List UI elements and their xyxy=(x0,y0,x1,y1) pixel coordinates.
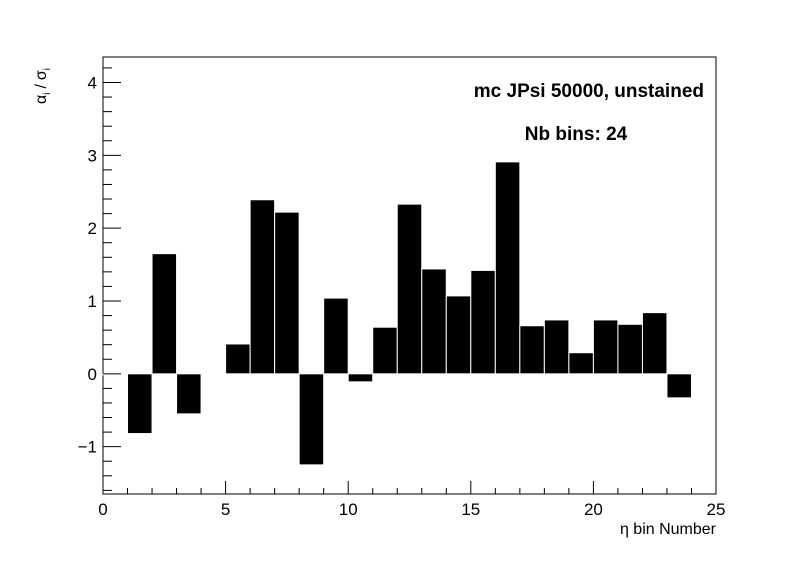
x-tick-label: 10 xyxy=(339,500,358,519)
bar-bin-13 xyxy=(421,268,447,375)
y-axis-label: αi/σi xyxy=(33,68,53,104)
x-axis-label: η bin Number xyxy=(620,521,717,538)
bar-bin-9 xyxy=(323,297,349,375)
x-tick-label: 15 xyxy=(461,500,480,519)
y-tick-label: 1 xyxy=(88,292,97,311)
x-tick-label: 5 xyxy=(221,500,230,519)
bar-bin-22 xyxy=(641,312,668,375)
bar-bin-8 xyxy=(298,373,325,466)
bar-bin-7 xyxy=(274,211,300,375)
y-tick-label: 0 xyxy=(88,365,97,384)
bar-bin-1 xyxy=(127,373,153,435)
bar-bin-12 xyxy=(396,203,423,375)
bar-bin-5 xyxy=(225,343,251,375)
ticks-layer: 0 5 10 15 20 25 −1 0 1 2 3 4 xyxy=(78,67,726,519)
y-label-alpha-sub: i xyxy=(42,93,53,95)
chart-annotation-title: mc JPsi 50000, unstained xyxy=(474,81,704,102)
bars-layer xyxy=(102,161,692,466)
chart-annotation-bins: Nb bins: 24 xyxy=(525,124,628,145)
y-tick-label: −1 xyxy=(78,438,97,457)
x-tick-label: 20 xyxy=(584,500,603,519)
y-label-sigma: σ xyxy=(33,70,50,80)
bar-bin-10 xyxy=(347,373,374,383)
x-tick-label: 25 xyxy=(707,500,726,519)
bar-bin-21 xyxy=(617,323,643,375)
y-label-slash: / xyxy=(33,84,50,89)
bar-bin-2 xyxy=(151,253,178,375)
y-label-sigma-sub: i xyxy=(42,68,53,70)
y-tick-label: 3 xyxy=(88,146,97,165)
bar-bin-11 xyxy=(372,326,398,375)
bar-bin-19 xyxy=(568,352,594,375)
bar-bin-18 xyxy=(543,319,570,375)
bar-bin-6 xyxy=(249,199,276,375)
x-tick-label: 0 xyxy=(98,500,107,519)
bar-bin-17 xyxy=(519,325,545,375)
y-tick-label: 4 xyxy=(88,73,97,92)
bar-bin-4 xyxy=(200,372,227,375)
bar-bin-16 xyxy=(494,161,521,375)
plot-frame xyxy=(102,56,717,495)
bar-bin-3 xyxy=(176,373,202,415)
y-label-alpha: α xyxy=(33,95,50,104)
bar-bin-14 xyxy=(445,295,472,375)
bar-bin-23 xyxy=(666,373,692,399)
bar-bin-15 xyxy=(470,269,496,375)
svg-text:αi/σi: αi/σi xyxy=(33,68,53,104)
bar-bin-20 xyxy=(592,319,619,375)
y-tick-label: 2 xyxy=(88,219,97,238)
